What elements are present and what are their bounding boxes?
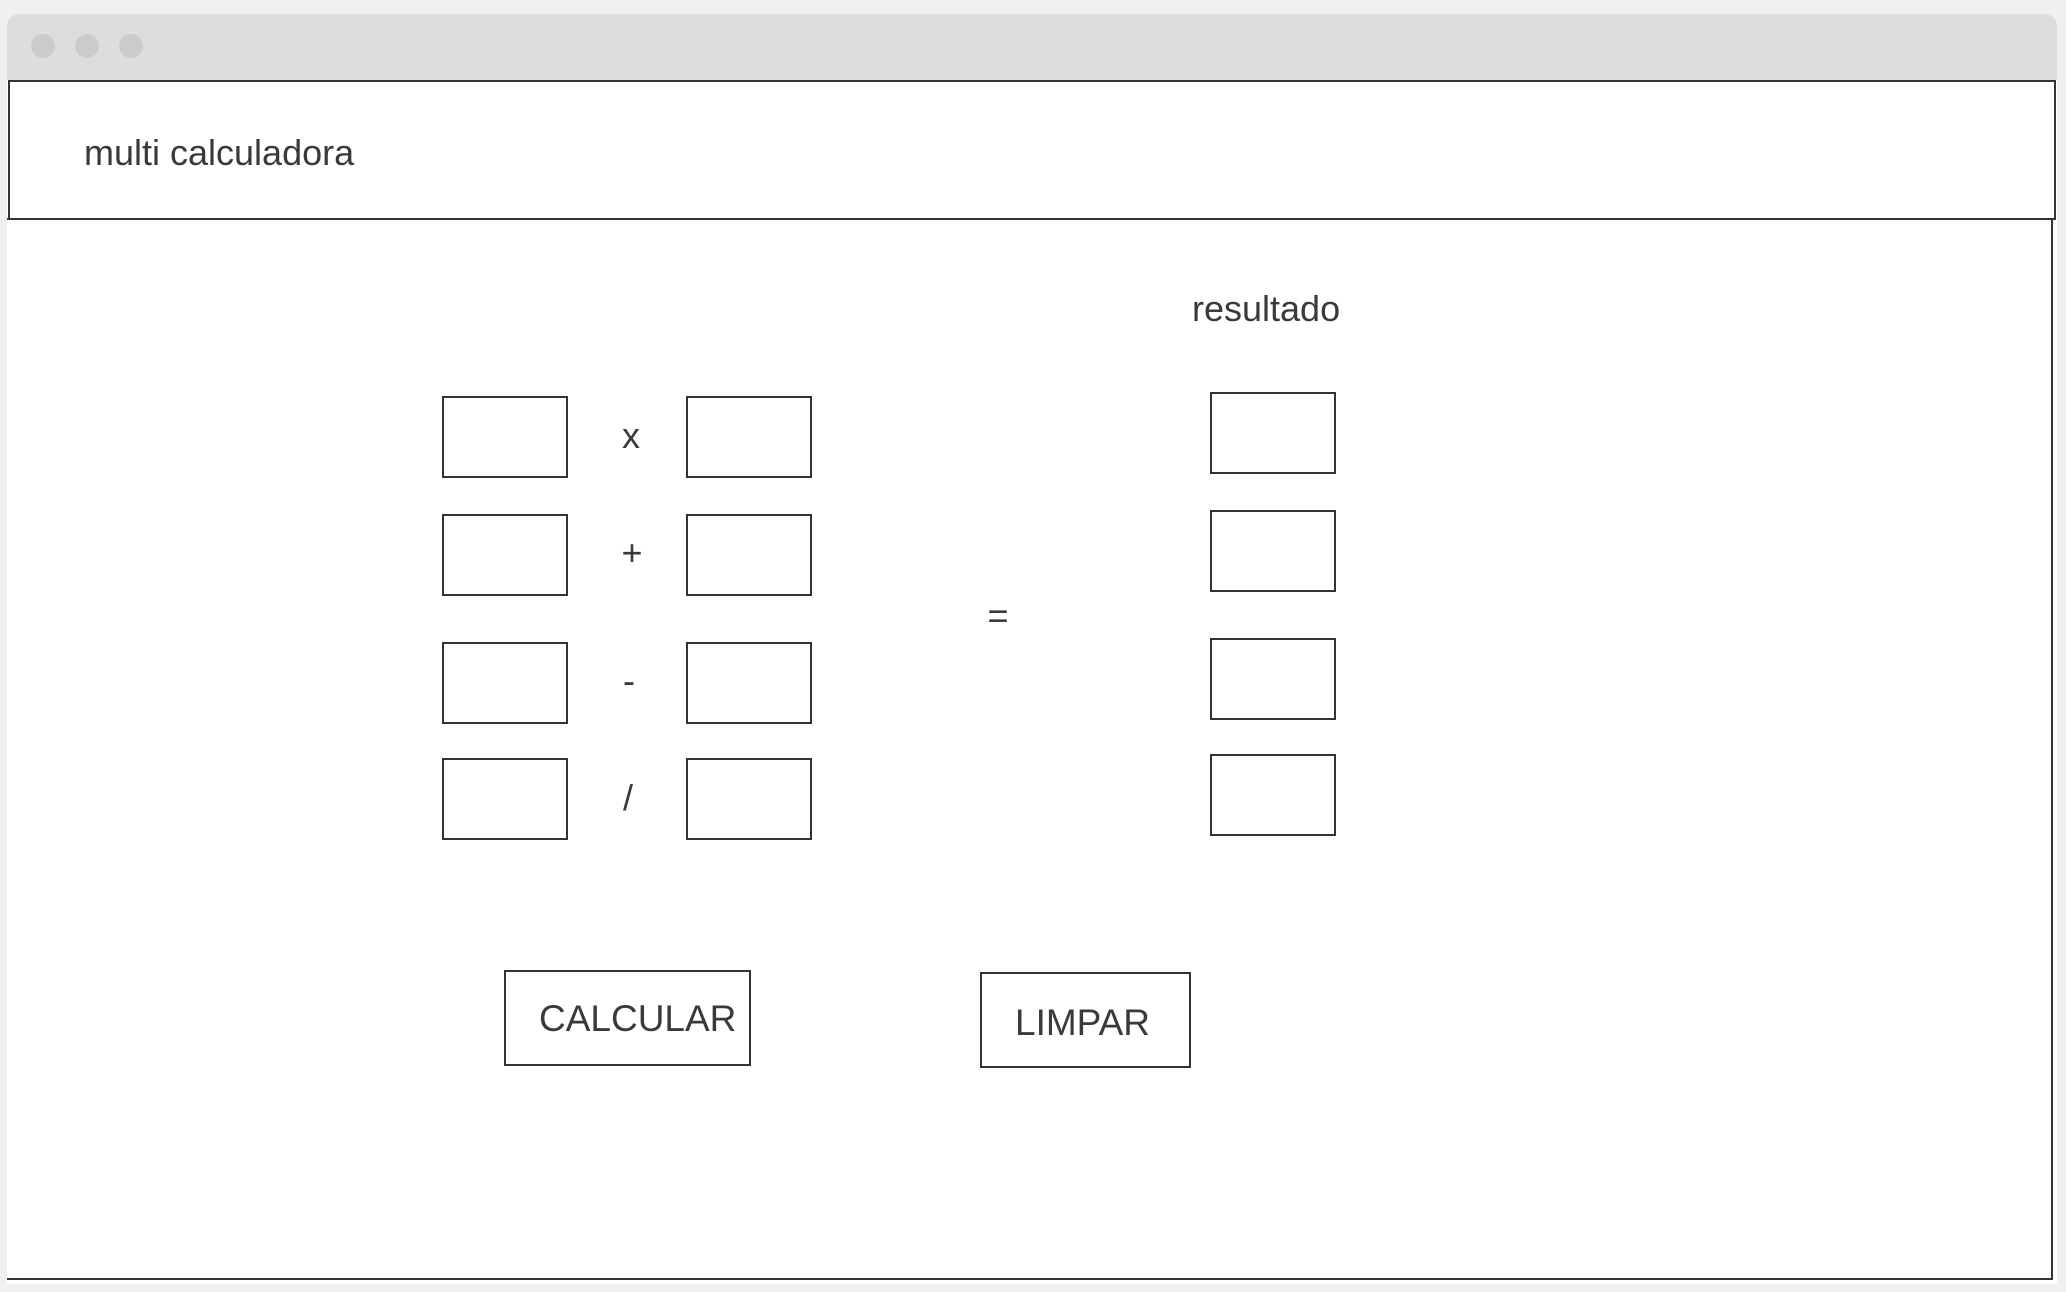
subtract-operand-a-input[interactable] bbox=[442, 642, 568, 724]
equals-sign: = bbox=[987, 595, 1009, 636]
divide-operand-a-input[interactable] bbox=[442, 758, 568, 840]
maximize-window-dot[interactable] bbox=[119, 34, 143, 58]
close-window-dot[interactable] bbox=[31, 34, 55, 58]
multiply-operand-a-input[interactable] bbox=[442, 396, 568, 478]
subtract-operand-b-input[interactable] bbox=[686, 642, 812, 724]
divide-operator: / bbox=[622, 777, 633, 818]
subtract-result-field[interactable] bbox=[1210, 638, 1336, 720]
multiply-result-field[interactable] bbox=[1210, 392, 1336, 474]
subtract-operator: - bbox=[623, 660, 635, 701]
add-operand-a-input[interactable] bbox=[442, 514, 568, 596]
add-operator: + bbox=[621, 532, 643, 573]
window-titlebar[interactable] bbox=[7, 14, 2057, 80]
clear-button-label: LIMPAR bbox=[1015, 1002, 1151, 1043]
header-panel: multi calculadora bbox=[8, 80, 2056, 220]
multiply-operand-b-input[interactable] bbox=[686, 396, 812, 478]
add-result-field[interactable] bbox=[1210, 510, 1336, 592]
page-title: multi calculadora bbox=[84, 132, 355, 173]
calculate-button[interactable]: CALCULAR bbox=[504, 970, 751, 1066]
multiply-operator: x bbox=[622, 415, 640, 456]
app-window: multi calculadora x + - / = resultado CA… bbox=[7, 14, 2057, 1284]
calculator-panel: x + - / = resultado CALCULAR LIMPAR bbox=[7, 218, 2053, 1280]
divide-operand-b-input[interactable] bbox=[686, 758, 812, 840]
add-operand-b-input[interactable] bbox=[686, 514, 812, 596]
clear-button[interactable]: LIMPAR bbox=[980, 972, 1191, 1068]
result-label: resultado bbox=[1192, 288, 1341, 329]
calculate-button-label: CALCULAR bbox=[539, 998, 737, 1039]
divide-result-field[interactable] bbox=[1210, 754, 1336, 836]
minimize-window-dot[interactable] bbox=[75, 34, 99, 58]
